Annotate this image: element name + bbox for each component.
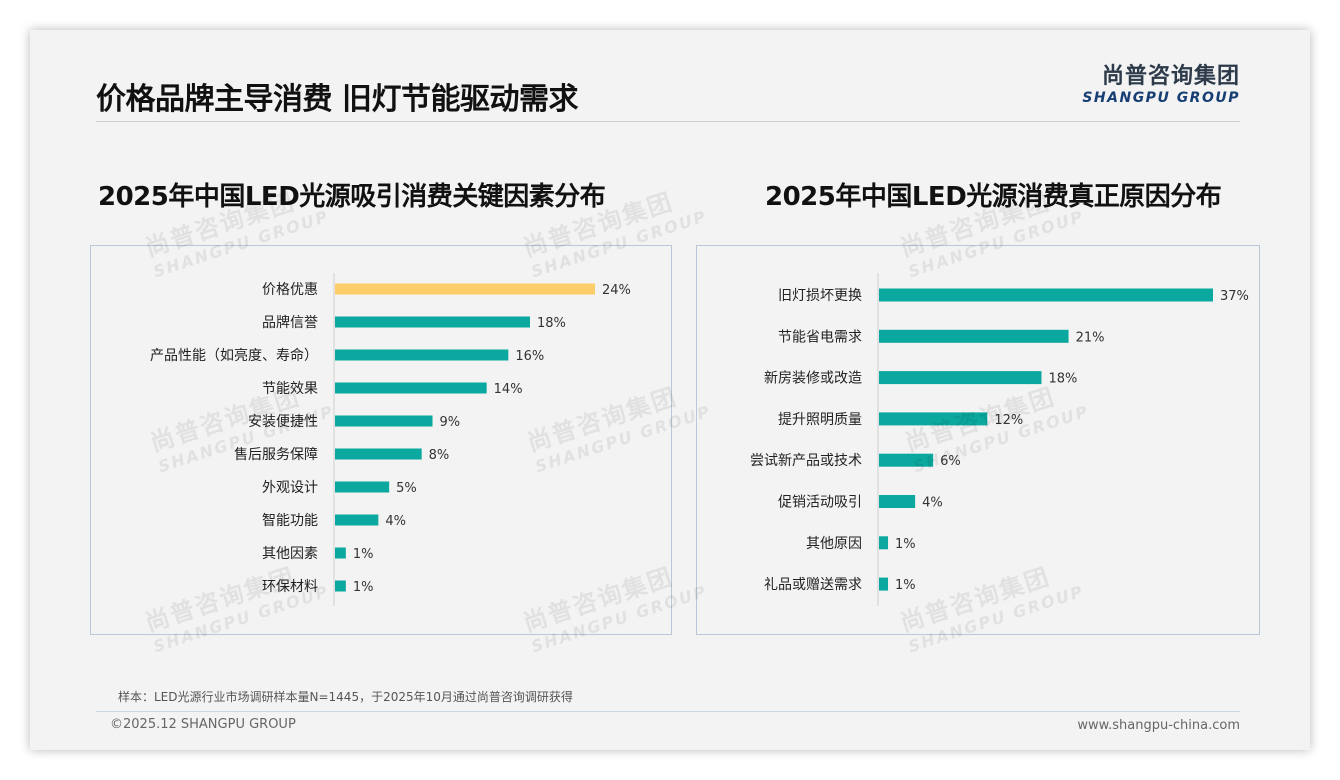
bar [335, 547, 346, 559]
category-label: 售后服务保障 [234, 447, 318, 463]
right-chart-panel: 旧灯损坏更换 37% 节能省电需求 21% 新房装修或改造 18% 提升照明质量 12% 尝试新… [696, 245, 1260, 635]
data-label: 1% [895, 537, 916, 552]
data-label: 9% [440, 415, 461, 430]
right-chart-title: 2025年中国LED光源消费真正原因分布 [765, 182, 1222, 212]
data-label: 4% [385, 514, 406, 529]
website-link[interactable]: www.shangpu-china.com [1077, 718, 1240, 733]
data-label: 1% [353, 547, 374, 562]
slide: 价格品牌主导消费 旧灯节能驱动需求 尚普咨询集团 SHANGPU GROUP 2… [30, 30, 1310, 750]
data-label: 4% [922, 496, 943, 511]
bar [335, 349, 509, 361]
bar [879, 412, 988, 426]
data-label: 1% [353, 580, 374, 595]
bar [335, 283, 595, 295]
data-label: 5% [396, 481, 417, 496]
bar [879, 371, 1042, 385]
data-label: 24% [602, 283, 631, 298]
category-label: 价格优惠 [262, 282, 318, 298]
bar [335, 580, 346, 592]
title-divider [96, 121, 1240, 122]
copyright-text: ©2025.12 SHANGPU GROUP [110, 717, 296, 732]
bar [879, 495, 916, 508]
data-label: 8% [429, 448, 450, 463]
category-label: 提升照明质量 [778, 412, 862, 428]
category-label: 其他原因 [806, 536, 862, 552]
data-label: 1% [895, 578, 916, 593]
category-label: 旧灯损坏更换 [778, 287, 862, 304]
bar [879, 453, 934, 467]
page-title: 价格品牌主导消费 旧灯节能驱动需求 [96, 82, 578, 117]
bar [879, 536, 889, 550]
logo-en-text: SHANGPU GROUP [1082, 90, 1240, 106]
bar [335, 316, 530, 328]
bar [335, 382, 487, 394]
category-label: 礼品或赠送需求 [764, 577, 862, 593]
bar [335, 448, 422, 460]
data-label: 16% [515, 349, 544, 364]
left-chart-panel: 价格优惠 24% 品牌信誉 18% 产品性能（如亮度、寿命） 16% 节能效果 14% 安装便捷… [90, 245, 672, 635]
category-label: 品牌信誉 [262, 314, 318, 331]
bar [335, 514, 379, 526]
data-label: 18% [1048, 372, 1077, 387]
bar [879, 329, 1069, 343]
bar [879, 577, 889, 591]
data-label: 14% [494, 382, 523, 397]
data-label: 12% [994, 413, 1023, 428]
category-label: 智能功能 [262, 513, 318, 529]
data-label: 18% [537, 316, 566, 331]
category-label: 新房装修或改造 [764, 371, 862, 387]
category-label: 节能省电需求 [778, 329, 862, 345]
data-label: 21% [1076, 330, 1105, 345]
category-label: 尝试新产品或技术 [750, 453, 862, 469]
data-label: 37% [1220, 289, 1249, 304]
category-label: 其他因素 [262, 546, 318, 562]
sample-note: 样本：LED光源行业市场调研样本量N=1445，于2025年10月通过尚普咨询调… [118, 690, 573, 704]
category-label: 外观设计 [262, 480, 318, 496]
data-label: 6% [940, 454, 961, 469]
category-label: 促销活动吸引 [778, 495, 862, 511]
brand-logo: 尚普咨询集团 SHANGPU GROUP [1060, 64, 1240, 106]
category-label: 节能效果 [262, 381, 318, 397]
left-chart-svg: 价格优惠 24% 品牌信誉 18% 产品性能（如亮度、寿命） 16% 节能效果 14% 安装便捷… [150, 273, 631, 606]
right-chart-svg: 旧灯损坏更换 37% 节能省电需求 21% 新房装修或改造 18% 提升照明质量 12% 尝试新… [750, 273, 1249, 606]
category-label: 安装便捷性 [248, 414, 318, 430]
bar [335, 481, 390, 493]
category-label: 环保材料 [262, 579, 318, 595]
category-label: 产品性能（如亮度、寿命） [150, 347, 318, 364]
logo-cn-text: 尚普咨询集团 [1101, 64, 1240, 89]
bar [335, 415, 433, 427]
left-chart-title: 2025年中国LED光源吸引消费关键因素分布 [98, 182, 606, 212]
bar [879, 288, 1213, 302]
footer-divider [96, 711, 1240, 712]
